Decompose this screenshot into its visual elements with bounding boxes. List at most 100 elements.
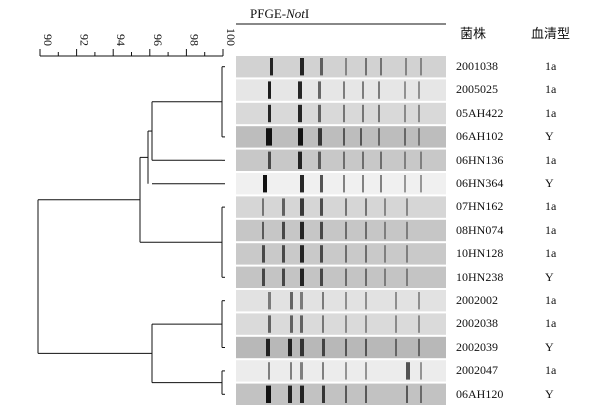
strain-label: 06AH120 [456, 386, 504, 401]
gel-band [365, 292, 367, 310]
gel-band [263, 175, 267, 193]
gel-band [282, 245, 285, 263]
gel-band [418, 292, 420, 310]
gel-band [418, 128, 420, 146]
gel-band [384, 245, 386, 263]
gel-band [395, 292, 397, 310]
gel-band [300, 221, 304, 240]
gel-band [298, 104, 302, 123]
gel-band [290, 362, 292, 380]
gel-band [378, 128, 380, 146]
gel-band [322, 292, 324, 310]
serotype-label: 1a [545, 59, 557, 73]
gel-band [318, 81, 321, 99]
gel-title-italic: Not [286, 6, 305, 21]
serotype-label: 1a [545, 199, 557, 214]
gel-band [343, 81, 345, 99]
gel-title-prefix: PFGE- [250, 6, 287, 21]
serotype-label: 1a [545, 105, 557, 120]
gel-band [378, 104, 380, 123]
serotype-label: 1a [545, 222, 557, 237]
gel-band [345, 385, 347, 403]
strain-label: 2002038 [456, 316, 498, 331]
gel-band [365, 245, 367, 263]
gel-band [420, 151, 422, 169]
gel-lane [236, 149, 446, 171]
gel-band [282, 268, 285, 286]
gel-band [378, 81, 380, 99]
strain-label: 10HN238 [456, 269, 504, 284]
gel-lane [236, 196, 446, 218]
gel-band [365, 221, 367, 240]
gel-band [298, 151, 302, 169]
gel-band [300, 198, 304, 216]
gel-band [365, 268, 367, 286]
gel-band [282, 198, 285, 216]
gel-band [365, 58, 367, 76]
gel-band [320, 58, 323, 76]
gel-band [362, 81, 364, 99]
gel-lane [236, 313, 446, 335]
gel-band [288, 385, 292, 403]
gel-band [270, 58, 273, 76]
strain-label: 06AH102 [456, 129, 504, 144]
gel-title-suffix: I [304, 6, 310, 21]
gel-band [345, 268, 347, 286]
gel-band [380, 58, 382, 76]
strain-label: 2005025 [456, 82, 498, 97]
gel-band [266, 338, 270, 357]
strain-label: 10HN128 [456, 246, 504, 261]
serotype-label: Y [545, 386, 554, 401]
gel-band [362, 175, 364, 193]
strain-column-header: 菌株 [460, 26, 487, 41]
gel-band [266, 128, 272, 146]
gel-band [406, 385, 408, 403]
gel-band [365, 385, 367, 403]
gel-lane [236, 266, 446, 288]
gel-band [404, 128, 406, 146]
gel-band [300, 385, 304, 403]
gel-band [365, 198, 367, 216]
scale-tick-label: 98 [187, 34, 201, 46]
gel-band [300, 292, 303, 310]
gel-band [322, 362, 324, 380]
gel-band [268, 104, 271, 123]
scale-tick-label: 90 [41, 34, 55, 46]
gel-band [406, 268, 408, 286]
gel-band [282, 221, 285, 240]
gel-band [345, 245, 347, 263]
serotype-label: 1a [545, 246, 557, 261]
gel-band [418, 81, 420, 99]
gel-band [290, 292, 293, 310]
gel-band [320, 268, 323, 286]
gel-band [384, 221, 386, 240]
gel-band [365, 315, 367, 333]
gel-band [343, 151, 345, 169]
gel-band [404, 151, 406, 169]
gel-band [262, 268, 265, 286]
serotype-label: 1a [545, 152, 557, 167]
gel-lane [236, 243, 446, 265]
gel-band [343, 104, 345, 123]
serotype-label: 1a [545, 82, 557, 97]
gel-band [360, 128, 362, 146]
gel-lane [236, 79, 446, 101]
scale-tick-label: 92 [78, 34, 92, 46]
scale-tick-label: 94 [114, 34, 128, 46]
gel-band [420, 175, 422, 193]
gel-band [406, 221, 408, 240]
gel-band [345, 292, 347, 310]
gel-band [365, 338, 367, 357]
scale-tick-label: 96 [151, 34, 165, 46]
gel-lane [236, 360, 446, 382]
strain-label: 2002039 [456, 339, 498, 354]
strain-label: 2002047 [456, 363, 498, 378]
gel-lane [236, 219, 446, 242]
gel-band [322, 385, 325, 403]
gel-band [384, 268, 386, 286]
gel-band [365, 362, 367, 380]
gel-band [395, 315, 397, 333]
gel-band [345, 362, 347, 380]
gel-band [300, 315, 303, 333]
